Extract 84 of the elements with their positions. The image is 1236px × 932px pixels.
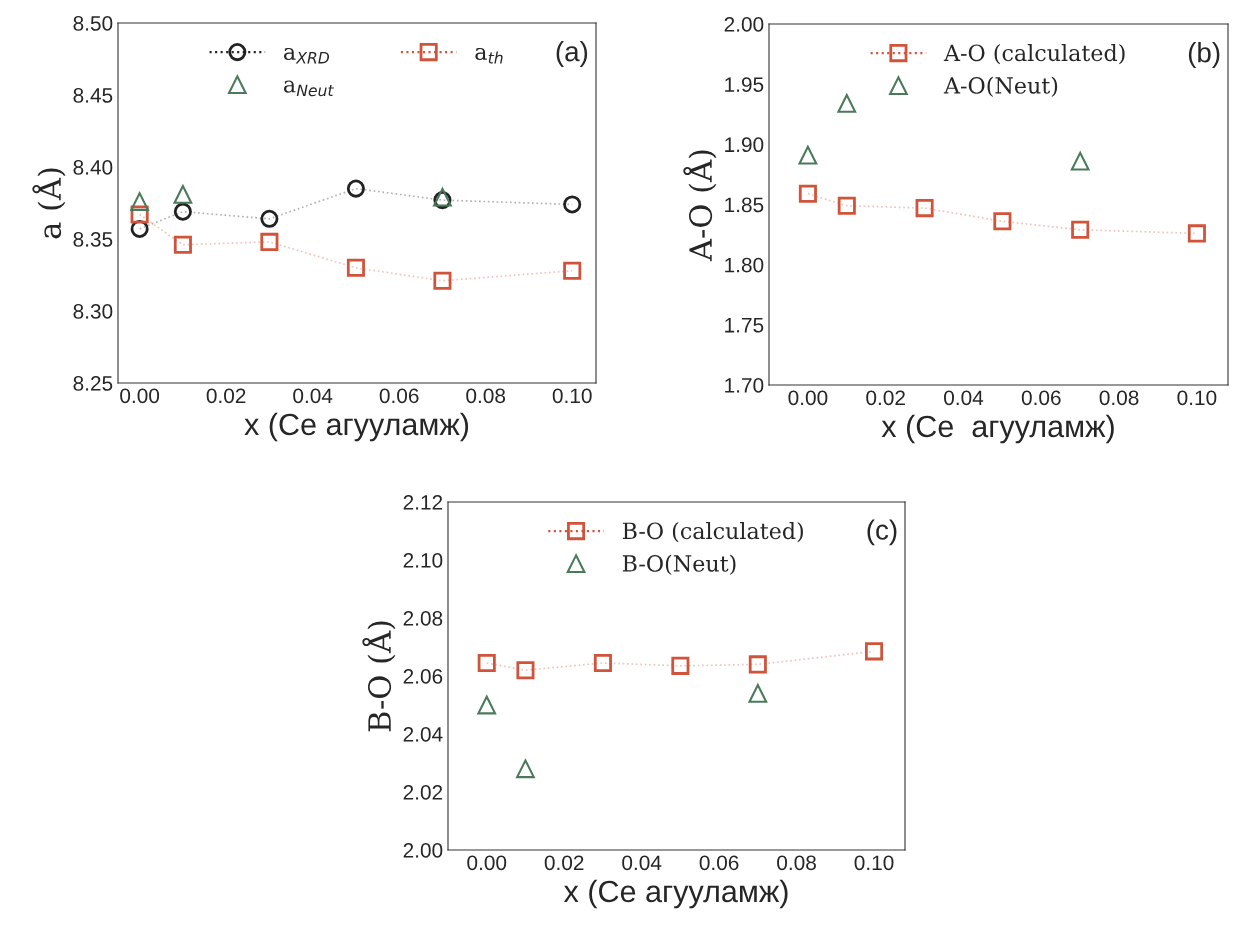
legend-label: a$_{XRD}$ xyxy=(284,47,330,64)
x-tick-label: 0.10 xyxy=(1177,390,1217,406)
legend-label: A-O(Neut) xyxy=(943,76,1058,97)
legend-label: a$_{Neut}$ xyxy=(284,80,334,97)
x-tick-label: 0.08 xyxy=(466,388,506,404)
y-axis-title: a (Å) xyxy=(32,168,66,239)
point xyxy=(1187,224,1206,243)
x-tick-label: 0.10 xyxy=(552,388,592,404)
point xyxy=(1070,151,1090,171)
point xyxy=(864,642,884,661)
point xyxy=(477,653,496,672)
x-tick-label: 0.08 xyxy=(777,855,816,871)
y-axis-title: B-O (Å) xyxy=(362,621,396,732)
y-tick-label: 8.30 xyxy=(73,304,113,319)
point xyxy=(748,684,768,703)
y-tick-label: 2.02 xyxy=(403,785,443,800)
x-axis-title: x (Ce агууламж) xyxy=(244,412,469,442)
x-tick-label: 0.06 xyxy=(379,388,419,404)
point xyxy=(593,653,612,672)
y-tick-label: 2.04 xyxy=(403,727,443,742)
point xyxy=(346,258,365,277)
point xyxy=(993,212,1012,231)
y-tick-label: 1.75 xyxy=(725,318,764,333)
point xyxy=(260,232,279,251)
y-tick-label: 1.95 xyxy=(725,77,764,92)
x-tick-label: 0.06 xyxy=(1021,390,1061,406)
y-tick-label: 2.06 xyxy=(403,669,443,684)
x-tick-label: 0.04 xyxy=(293,388,333,404)
point xyxy=(563,261,582,280)
y-tick-label: 8.45 xyxy=(73,88,113,103)
x-tick-label: 0.04 xyxy=(622,855,662,871)
x-tick-label: 0.00 xyxy=(788,390,828,406)
annotation: (a) xyxy=(556,41,588,67)
y-tick-label: 2.00 xyxy=(403,843,443,858)
point xyxy=(671,656,690,675)
x-axis-title: x (Ce агууламж) xyxy=(563,879,788,909)
legend-label: a$_{th}$ xyxy=(475,47,503,64)
y-tick-label: 2.10 xyxy=(403,553,443,568)
point xyxy=(837,94,857,113)
y-tick-label: 1.85 xyxy=(725,197,764,213)
point xyxy=(260,209,279,228)
y-tick-label: 8.50 xyxy=(73,16,113,31)
legend-label: B-O (calculated) xyxy=(622,522,803,543)
y-tick-label: 8.40 xyxy=(73,160,113,175)
x-tick-label: 0.08 xyxy=(1099,390,1139,406)
y-tick-label: 1.70 xyxy=(725,378,764,393)
y-tick-label: 8.25 xyxy=(73,376,113,391)
point xyxy=(798,145,818,165)
x-axis-title: x (Ce агууламж) xyxy=(881,414,1114,444)
legend-label: B-O(Neut) xyxy=(622,554,736,575)
y-axis-title: A-O (Å) xyxy=(683,150,717,262)
annotation: (c) xyxy=(867,519,897,546)
x-tick-label: 0.02 xyxy=(206,388,246,404)
annotation: (b) xyxy=(1188,42,1220,68)
point xyxy=(516,661,535,680)
x-tick-label: 0.02 xyxy=(544,855,584,871)
x-tick-label: 0.00 xyxy=(467,855,507,871)
point xyxy=(477,695,497,715)
x-tick-label: 0.04 xyxy=(944,390,984,406)
point xyxy=(915,199,934,218)
point xyxy=(433,271,452,290)
point xyxy=(516,759,535,779)
point xyxy=(563,195,582,214)
y-tick-label: 8.35 xyxy=(73,232,113,247)
point xyxy=(173,235,192,254)
point xyxy=(173,202,192,221)
point xyxy=(748,655,767,674)
y-tick-label: 2.12 xyxy=(403,495,443,510)
point xyxy=(837,196,856,215)
point xyxy=(1071,220,1090,239)
y-tick-label: 2.08 xyxy=(403,611,443,626)
y-tick-label: 1.80 xyxy=(725,257,764,273)
x-tick-label: 0.02 xyxy=(866,390,905,406)
point xyxy=(433,187,452,207)
x-tick-label: 0.10 xyxy=(854,855,894,871)
x-tick-label: 0.00 xyxy=(120,388,160,404)
x-tick-label: 0.06 xyxy=(699,855,739,871)
y-tick-label: 1.90 xyxy=(725,137,764,153)
point xyxy=(798,184,817,203)
point xyxy=(130,192,149,211)
legend-label: A-O (calculated) xyxy=(943,44,1125,65)
point xyxy=(346,179,365,198)
y-tick-label: 2.00 xyxy=(724,17,764,32)
point xyxy=(173,184,193,204)
